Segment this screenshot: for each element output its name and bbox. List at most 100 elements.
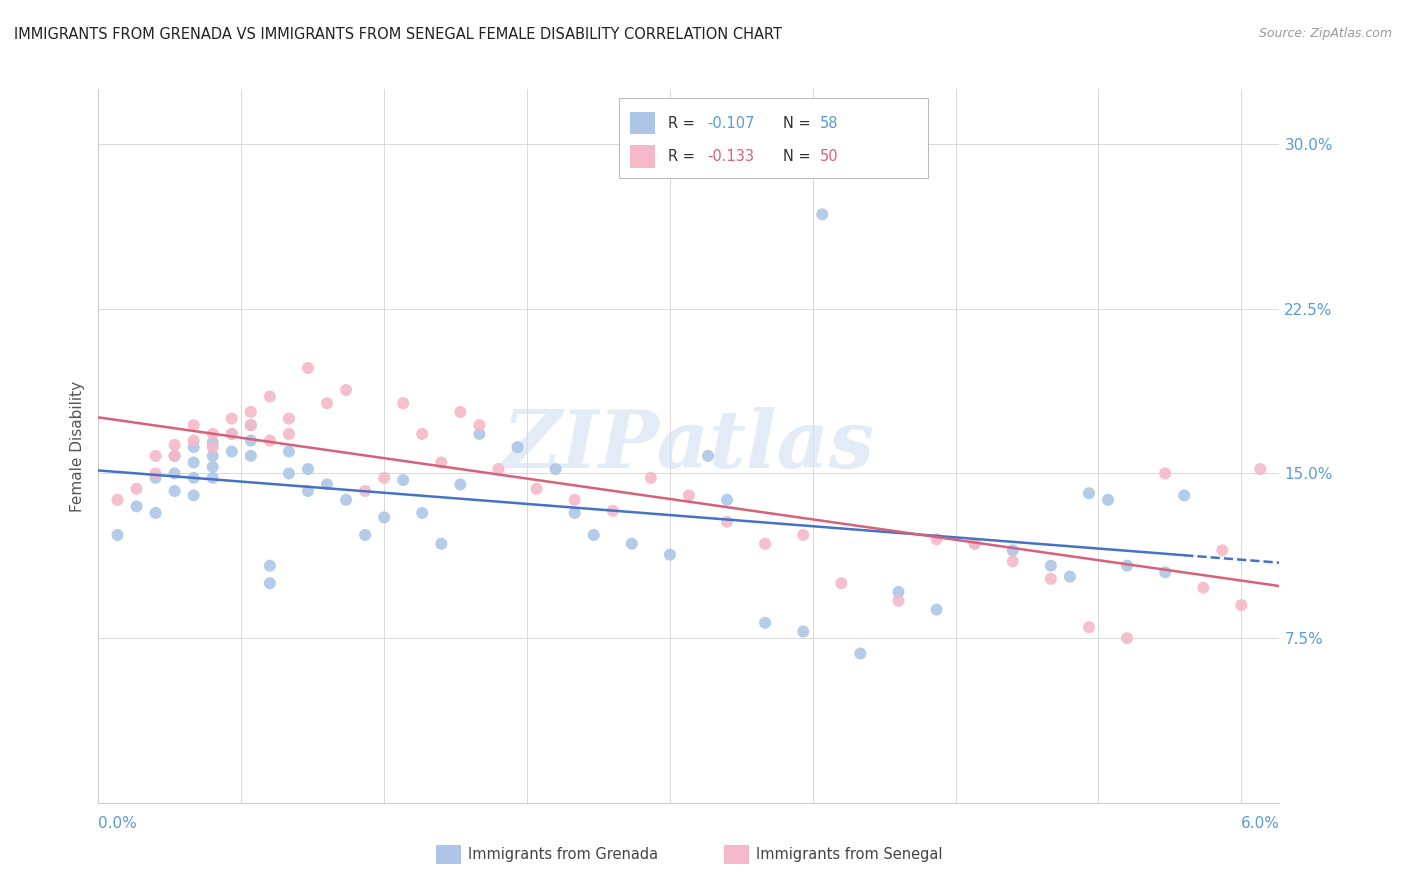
Point: [183, 488, 205, 502]
Text: Source: ZipAtlas.com: Source: ZipAtlas.com: [1258, 27, 1392, 40]
Point: [125, 500, 148, 514]
Point: [963, 537, 986, 551]
Point: [183, 455, 205, 469]
Point: [125, 482, 148, 496]
Y-axis label: Female Disability: Female Disability: [70, 380, 86, 512]
Point: [183, 418, 205, 433]
Point: [145, 467, 167, 481]
Point: [468, 426, 491, 441]
Point: [754, 615, 776, 630]
Point: [1192, 581, 1215, 595]
Point: [754, 537, 776, 551]
Point: [488, 462, 510, 476]
Point: [259, 390, 281, 404]
Point: [602, 504, 624, 518]
Point: [1173, 488, 1195, 502]
Point: [1001, 543, 1024, 558]
Text: R =: R =: [668, 150, 699, 164]
Point: [145, 506, 167, 520]
Point: [1039, 558, 1062, 573]
Point: [354, 528, 377, 542]
Text: -0.107: -0.107: [707, 116, 755, 130]
Text: 0.0%: 0.0%: [98, 816, 138, 831]
Point: [183, 440, 205, 454]
Point: [925, 602, 948, 616]
Point: [107, 492, 129, 507]
Point: [239, 418, 262, 433]
Point: [1039, 572, 1062, 586]
Point: [640, 471, 662, 485]
Point: [373, 471, 395, 485]
Point: [297, 462, 319, 476]
Point: [830, 576, 852, 591]
Text: Immigrants from Grenada: Immigrants from Grenada: [468, 847, 658, 862]
Point: [297, 361, 319, 376]
Point: [1001, 554, 1024, 568]
Point: [259, 576, 281, 591]
Point: [678, 488, 700, 502]
Point: [259, 558, 281, 573]
Text: 50: 50: [820, 150, 838, 164]
Text: N =: N =: [783, 116, 815, 130]
Point: [430, 537, 453, 551]
Point: [201, 435, 224, 450]
Point: [221, 426, 243, 441]
Point: [1154, 566, 1177, 580]
Point: [411, 506, 433, 520]
Point: [1078, 486, 1101, 500]
Point: [468, 418, 491, 433]
Point: [506, 440, 529, 454]
Point: [811, 207, 834, 221]
Point: [430, 455, 453, 469]
Point: [1116, 558, 1139, 573]
Point: [277, 426, 299, 441]
Point: [582, 528, 605, 542]
Point: [1249, 462, 1271, 476]
Point: [277, 467, 299, 481]
Point: [716, 515, 738, 529]
Point: [449, 477, 471, 491]
Point: [183, 434, 205, 448]
Point: [239, 405, 262, 419]
Text: 58: 58: [820, 116, 838, 130]
Point: [373, 510, 395, 524]
Point: [792, 624, 814, 639]
Text: IMMIGRANTS FROM GRENADA VS IMMIGRANTS FROM SENEGAL FEMALE DISABILITY CORRELATION: IMMIGRANTS FROM GRENADA VS IMMIGRANTS FR…: [14, 27, 782, 42]
Point: [887, 594, 910, 608]
Point: [239, 418, 262, 433]
Text: -0.133: -0.133: [707, 150, 754, 164]
Point: [201, 449, 224, 463]
Point: [1078, 620, 1101, 634]
Point: [221, 444, 243, 458]
Point: [221, 426, 243, 441]
Point: [201, 471, 224, 485]
Point: [259, 434, 281, 448]
Point: [277, 444, 299, 458]
Point: [201, 426, 224, 441]
Point: [107, 528, 129, 542]
Point: [1230, 598, 1253, 612]
Point: [163, 449, 186, 463]
Point: [163, 467, 186, 481]
Point: [145, 449, 167, 463]
Point: [335, 383, 357, 397]
Point: [392, 473, 415, 487]
Point: [239, 434, 262, 448]
Point: [526, 482, 548, 496]
Point: [1116, 631, 1139, 645]
Point: [163, 449, 186, 463]
Point: [316, 477, 339, 491]
Text: Immigrants from Senegal: Immigrants from Senegal: [756, 847, 943, 862]
Point: [564, 506, 586, 520]
Point: [392, 396, 415, 410]
Point: [316, 396, 339, 410]
Point: [277, 411, 299, 425]
Point: [163, 483, 186, 498]
Text: 6.0%: 6.0%: [1240, 816, 1279, 831]
Point: [183, 471, 205, 485]
Point: [1097, 492, 1119, 507]
Point: [239, 449, 262, 463]
Point: [201, 440, 224, 454]
Point: [201, 459, 224, 474]
Point: [163, 438, 186, 452]
